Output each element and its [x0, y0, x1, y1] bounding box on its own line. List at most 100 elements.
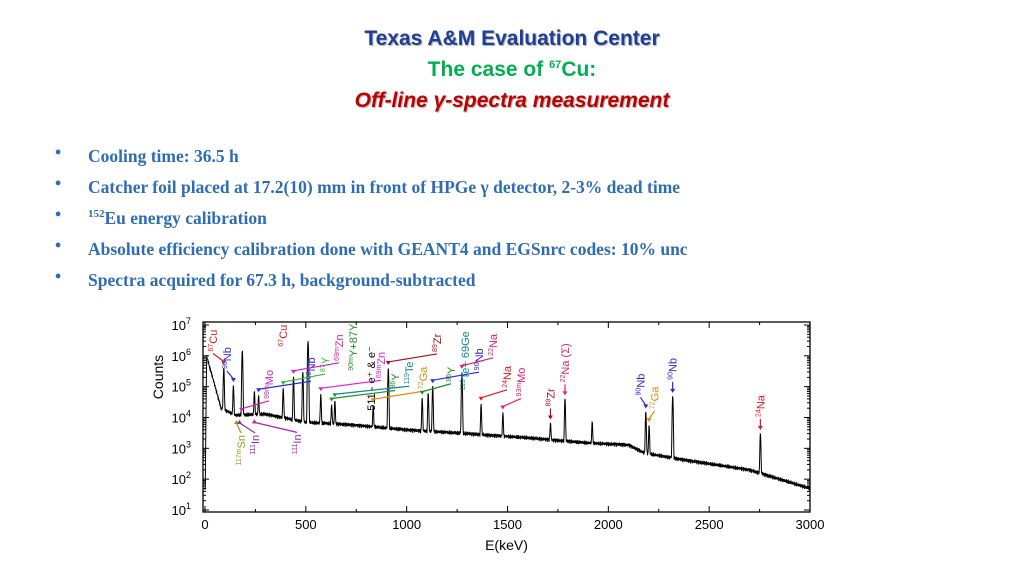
annotation-mass: 111 [250, 444, 257, 455]
peak-annotation: 22Na (Σ) [560, 343, 572, 396]
peak-annotation: 67Cu [208, 330, 227, 365]
annotation-element: Zn [376, 352, 388, 365]
bullet-text: Cooling time: 36.5 h [88, 145, 239, 166]
bullet-icon: • [55, 266, 62, 286]
annotation-element: Ga [418, 366, 430, 382]
arrow-head-icon [236, 419, 242, 424]
annotation-mass: 22 [488, 348, 495, 356]
annotation-element: Y [390, 373, 402, 381]
y-tick-base: 10 [172, 411, 186, 426]
annotation-label: 69mZn [376, 352, 388, 378]
y-tick-base: 10 [172, 318, 186, 333]
arrow-head-icon [221, 360, 227, 365]
peak-annotation: 119Te [332, 361, 416, 398]
annotation-label: 117mSn [236, 435, 248, 465]
y-tick-exp: 6 [186, 347, 191, 357]
annotation-mass: 119 [404, 373, 411, 384]
annotation-element: Mo [264, 370, 276, 385]
arrow-head-icon [291, 369, 297, 374]
arrow-head-icon [670, 388, 676, 393]
plot-frame [202, 321, 811, 513]
arrow-head-icon [419, 390, 425, 395]
bullet-list: • Cooling time: 36.5 h • Catcher foil plac… [55, 140, 688, 295]
y-tick-base: 10 [172, 441, 186, 456]
annotation-arrow [648, 410, 655, 420]
annotation-element: Cu [208, 330, 220, 344]
peak-annotation: 72Ga [646, 386, 661, 423]
arrow-head-icon [757, 425, 763, 430]
annotation-element: Nb [306, 357, 318, 371]
annotation-label: 67Cu [208, 330, 220, 352]
peak-annotation: 117mSn [233, 420, 248, 465]
annotation-label: 72Ga [418, 366, 430, 389]
annotation-element: Y+87Y [348, 323, 360, 357]
spectrum-line [204, 341, 811, 491]
annotation-arrow [239, 422, 256, 434]
bullet-sup: 152 [88, 208, 105, 220]
annotation-mass: 24 [502, 380, 509, 388]
annotation-mass: 69m [334, 347, 341, 361]
annotation-label: 69mZn [334, 334, 346, 360]
peak-annotation: 86Y [329, 373, 402, 402]
annotation-arrow [502, 397, 522, 408]
x-axis-label: E(keV) [485, 537, 528, 553]
peak-annotation: 24Na [478, 365, 514, 401]
annotation-mass: 67 [278, 339, 285, 347]
bullet-item: • Catcher foil placed at 17.2(10) mm in f… [55, 171, 688, 202]
annotation-element: Nb [474, 348, 486, 362]
arrow-head-icon [329, 397, 335, 402]
y-tick-label: 103 [172, 439, 191, 456]
annotation-label: 24Na [502, 365, 514, 388]
annotation-arrow [320, 379, 382, 389]
arrow-head-icon [500, 405, 506, 410]
peak-annotation: 90mY+87Y [348, 323, 360, 371]
annotation-label: 111In [292, 434, 304, 454]
bullet-item: • Cooling time: 36.5 h [55, 140, 688, 171]
subtitle-text: The case of [427, 58, 550, 81]
y-tick-base: 10 [172, 472, 186, 487]
arrow-head-icon [251, 419, 257, 424]
y-tick-label: 106 [172, 347, 191, 364]
annotation-arrow [334, 385, 410, 395]
annotation-element: In [292, 434, 304, 443]
peak-annotation: 90Nb [668, 358, 680, 393]
peak-annotation: 69mZn [318, 352, 388, 392]
arrow-head-icon [643, 404, 649, 409]
annotation-element: Te+ 69Ge [460, 331, 472, 379]
annotation-mass: 90 [635, 388, 642, 396]
arrow-head-icon [385, 360, 391, 365]
arrow-head-icon [332, 393, 338, 398]
subtitle-element: Cu: [561, 58, 597, 81]
slide-subtitle: The case of 67Cu: [0, 58, 1024, 82]
annotation-element: In [250, 435, 262, 444]
bullet-text: Eu energy calibration [104, 207, 267, 228]
bullet-item: • 152Eu energy calibration [55, 202, 688, 233]
arrow-head-icon [256, 388, 262, 393]
peak-annotation: 67Cu [278, 325, 290, 347]
annotation-label: 119Te [404, 361, 416, 384]
arrow-head-icon [646, 418, 652, 423]
peak-annotation: 111In [236, 419, 262, 455]
annotation-arrow [258, 380, 312, 390]
y-tick-base: 10 [172, 503, 186, 518]
annotation-mass: 90m [348, 357, 355, 371]
y-axis-label: Counts [150, 355, 166, 399]
annotation-element: Nb [635, 374, 647, 388]
y-tick-label: 101 [172, 501, 191, 518]
bullet-text: Catcher foil placed at 17.2(10) mm in fr… [88, 176, 681, 197]
annotation-element: Sn [236, 435, 248, 448]
annotation-mass: 119 [460, 379, 467, 390]
annotation-element: Mo [516, 368, 528, 383]
peak-annotation: 119Te+ 69Ge [460, 331, 472, 390]
arrow-head-icon [280, 381, 286, 386]
y-tick-exp: 7 [186, 316, 191, 326]
arrow-head-icon [230, 378, 236, 383]
annotation-mass: 93m [516, 383, 523, 397]
annotation-label: 87Y [320, 356, 332, 372]
x-tick-label: 3000 [796, 517, 825, 532]
bullet-icon: • [55, 173, 62, 193]
annotation-mass: 72 [418, 381, 425, 389]
annotation-element: Na [488, 333, 500, 348]
annotation-label: 90Nb [222, 347, 234, 369]
arrow-head-icon [430, 379, 436, 384]
